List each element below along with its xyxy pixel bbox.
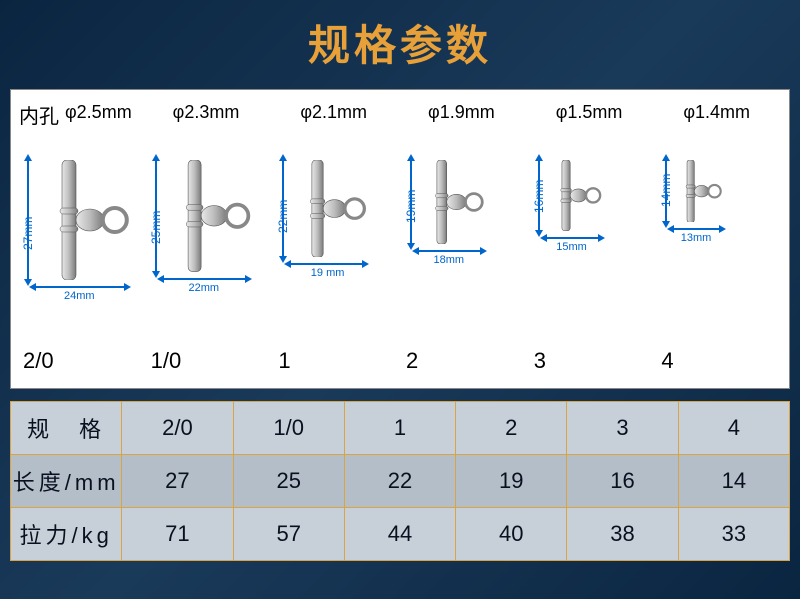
cell: 40	[456, 508, 567, 561]
phi-label: φ1.4mm	[683, 102, 750, 123]
swivel-icon	[418, 160, 488, 249]
model-label: 1	[278, 348, 290, 374]
row-header: 长度/mm	[11, 455, 122, 508]
table-row: 长度/mm272522191614	[11, 455, 790, 508]
diagram-item: φ1.5mm 16mm 15mm	[528, 100, 656, 380]
phi-label: φ1.9mm	[428, 102, 495, 123]
cell: 33	[678, 508, 789, 561]
diagram-item: φ1.9mm 19mm 18mm	[400, 100, 528, 380]
cell: 1/0	[233, 402, 344, 455]
swivel-icon	[546, 160, 605, 236]
row-header: 拉力/kg	[11, 508, 122, 561]
cell: 1	[344, 402, 455, 455]
cell: 19	[456, 455, 567, 508]
diagram-panel: 内孔 φ2.5mm 27mm 24	[10, 89, 790, 389]
model-label: 1/0	[151, 348, 182, 374]
swivel-icon	[163, 160, 256, 277]
phi-label: φ1.5mm	[556, 102, 623, 123]
phi-label: φ2.3mm	[173, 102, 240, 123]
cell: 14	[678, 455, 789, 508]
cell: 27	[122, 455, 233, 508]
spec-table: 规 格2/01/01234长度/mm272522191614拉力/kg71574…	[10, 401, 790, 561]
cell: 25	[233, 455, 344, 508]
model-label: 2	[406, 348, 418, 374]
model-label: 3	[534, 348, 546, 374]
cell: 57	[233, 508, 344, 561]
cell: 2	[456, 402, 567, 455]
cell: 16	[567, 455, 678, 508]
cell: 3	[567, 402, 678, 455]
cell: 4	[678, 402, 789, 455]
phi-label: φ2.1mm	[300, 102, 367, 123]
cell: 38	[567, 508, 678, 561]
model-label: 2/0	[23, 348, 54, 374]
table-row: 规 格2/01/01234	[11, 402, 790, 455]
cell: 22	[344, 455, 455, 508]
page-title: 规格参数	[0, 0, 800, 85]
cell: 2/0	[122, 402, 233, 455]
model-label: 4	[661, 348, 673, 374]
diagram-item: φ1.4mm 14mm 13mm	[655, 100, 783, 380]
swivel-icon	[673, 160, 725, 227]
cell: 44	[344, 508, 455, 561]
row-header: 规 格	[11, 402, 122, 455]
cell: 71	[122, 508, 233, 561]
phi-label: φ2.5mm	[65, 102, 132, 123]
diagram-item: φ2.3mm 25mm 22mm	[145, 100, 273, 380]
swivel-icon	[290, 160, 371, 262]
diagram-item: φ2.5mm 27mm 24mm	[17, 100, 145, 380]
swivel-icon	[35, 160, 135, 285]
diagram-item: φ2.1mm 22mm 19 mm	[272, 100, 400, 380]
table-row: 拉力/kg715744403833	[11, 508, 790, 561]
